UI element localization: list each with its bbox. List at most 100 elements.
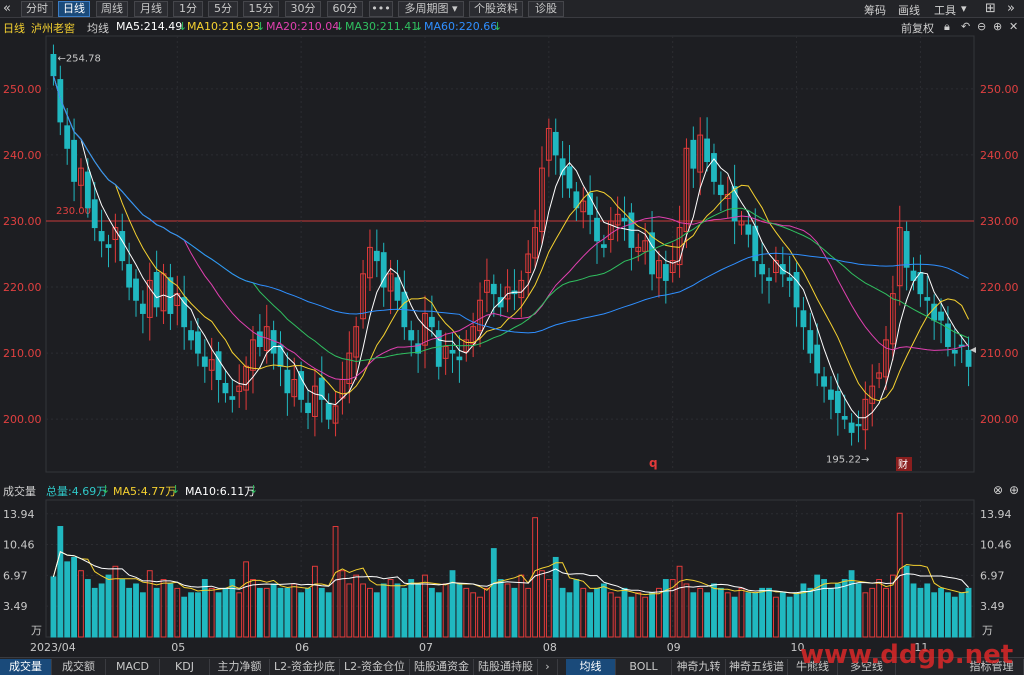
tab-30min[interactable]: 30分 xyxy=(285,1,321,17)
tab-turnover[interactable]: 成交额 xyxy=(52,659,106,675)
zoom-out-icon[interactable]: ⊖ xyxy=(977,20,987,33)
volume-bar xyxy=(195,592,201,638)
tab-kdj[interactable]: KDJ xyxy=(160,659,210,675)
volume-bar xyxy=(766,587,772,638)
tab-long-short[interactable]: 多空线 xyxy=(838,659,896,675)
volume-bar xyxy=(449,570,456,638)
volume-bar xyxy=(587,592,594,638)
candle-body xyxy=(607,220,614,240)
candle-body xyxy=(766,277,772,281)
tab-15min[interactable]: 15分 xyxy=(243,1,279,17)
tab-bull-bear[interactable]: 牛熊线 xyxy=(788,659,838,675)
period-label: 日线 xyxy=(3,22,25,35)
volume-total: 总量:4.69万 xyxy=(46,485,108,498)
candle-body xyxy=(614,213,621,226)
tab-northbound-flow[interactable]: 陆股通资金 xyxy=(410,659,474,675)
ma-line-ma10 xyxy=(52,75,970,402)
volume-bar xyxy=(559,587,566,638)
candle-body xyxy=(821,376,827,387)
volume-bar xyxy=(325,592,332,638)
tab-weekly[interactable]: 周线 xyxy=(96,1,128,17)
candle-body xyxy=(800,310,807,328)
tab-5min[interactable]: 5分 xyxy=(208,1,238,17)
volume-bar xyxy=(346,583,353,638)
tab-60min[interactable]: 60分 xyxy=(327,1,363,17)
tab-monthly[interactable]: 月线 xyxy=(134,1,168,17)
tab-macd[interactable]: MACD xyxy=(106,659,160,675)
candle-body xyxy=(841,416,848,420)
x-axis-label: 07 xyxy=(419,641,433,654)
multi-period-button[interactable]: 多周期图 ▾ xyxy=(398,1,464,17)
diagnose-button[interactable]: 诊股 xyxy=(528,1,564,17)
tab-ma[interactable]: 均线 xyxy=(566,659,616,675)
tab-northbound-holding[interactable]: 陆股通持股 xyxy=(474,659,538,675)
candle-body xyxy=(600,244,607,248)
tab-daily[interactable]: 日线 xyxy=(58,1,90,17)
candle-body xyxy=(442,345,449,359)
candle-body xyxy=(78,167,84,186)
tab-l2-position[interactable]: L2-资金仓位 xyxy=(340,659,410,675)
volume-bar xyxy=(208,587,215,638)
close-icon[interactable]: ✕ xyxy=(1009,20,1019,33)
volume-bar xyxy=(484,587,490,638)
volume-bar xyxy=(250,579,256,638)
grid-layout-icon[interactable]: ⊞ xyxy=(985,1,996,16)
volume-bar xyxy=(477,596,483,638)
close-icon[interactable]: ⊗ xyxy=(993,483,1004,497)
volume-bar xyxy=(807,587,814,638)
volume-bar xyxy=(573,579,580,638)
volume-title[interactable]: 成交量 xyxy=(3,485,36,498)
volume-bar xyxy=(931,592,938,638)
ma-line-ma60 xyxy=(52,75,969,334)
volume-bar xyxy=(373,592,380,638)
candle-body xyxy=(250,339,256,371)
undo-icon[interactable]: ↶ xyxy=(961,20,971,33)
volume-bar xyxy=(50,576,57,638)
candle-body xyxy=(146,279,153,318)
chevron-right-icon[interactable]: › xyxy=(538,659,558,675)
ma-line-ma20 xyxy=(52,75,969,381)
candle-body xyxy=(525,253,532,273)
adjust-mode-button[interactable]: 前复权 xyxy=(901,22,934,35)
double-chevron-left-icon[interactable]: « xyxy=(3,1,11,16)
chips-button[interactable]: 筹码 xyxy=(864,4,886,17)
double-chevron-right-icon[interactable]: » xyxy=(1007,1,1015,16)
zoom-in-icon[interactable]: ⊕ xyxy=(1009,483,1020,497)
tab-intraday[interactable]: 分时 xyxy=(21,1,53,17)
volume-bar xyxy=(339,570,346,638)
tab-boll[interactable]: BOLL xyxy=(616,659,672,675)
volume-bar xyxy=(662,579,669,638)
caret-down-icon[interactable]: ▾ xyxy=(961,2,967,15)
stock-name: 泸州老窖 xyxy=(31,22,75,35)
stock-info-button[interactable]: 个股资料 xyxy=(469,1,523,17)
candle-body xyxy=(772,260,779,273)
candle-body xyxy=(98,231,105,242)
volume-bar xyxy=(635,592,642,638)
tab-volume[interactable]: 成交量 xyxy=(0,659,52,675)
lock-icon[interactable]: 🔒︎ xyxy=(944,20,950,33)
tab-1min[interactable]: 1分 xyxy=(173,1,203,17)
event-marker-q: q xyxy=(649,456,658,470)
candle-body xyxy=(862,398,869,431)
tab-l2-bottom[interactable]: L2-资金抄底 xyxy=(270,659,340,675)
volume-bar xyxy=(724,592,731,638)
tab-magic-five[interactable]: 神奇五线谱 xyxy=(726,659,788,675)
indicator-type-label[interactable]: 均线 xyxy=(87,22,109,35)
tools-button[interactable]: 工具 xyxy=(934,4,956,17)
volume-bar xyxy=(360,583,366,638)
tab-main-net[interactable]: 主力净额 xyxy=(210,659,270,675)
candle-body xyxy=(931,303,938,321)
tab-magic-nine[interactable]: 神奇九转 xyxy=(672,659,726,675)
volume-bar xyxy=(263,587,270,638)
candle-body xyxy=(662,264,669,281)
volume-bar xyxy=(621,587,628,638)
draw-line-button[interactable]: 画线 xyxy=(898,4,920,17)
candle-body xyxy=(745,224,752,235)
volume-bar xyxy=(594,587,600,638)
volume-bar xyxy=(690,592,697,638)
more-button[interactable]: ••• xyxy=(369,1,393,17)
zoom-in-icon[interactable]: ⊕ xyxy=(993,20,1003,33)
candle-body xyxy=(545,127,552,161)
candle-body xyxy=(229,396,236,400)
